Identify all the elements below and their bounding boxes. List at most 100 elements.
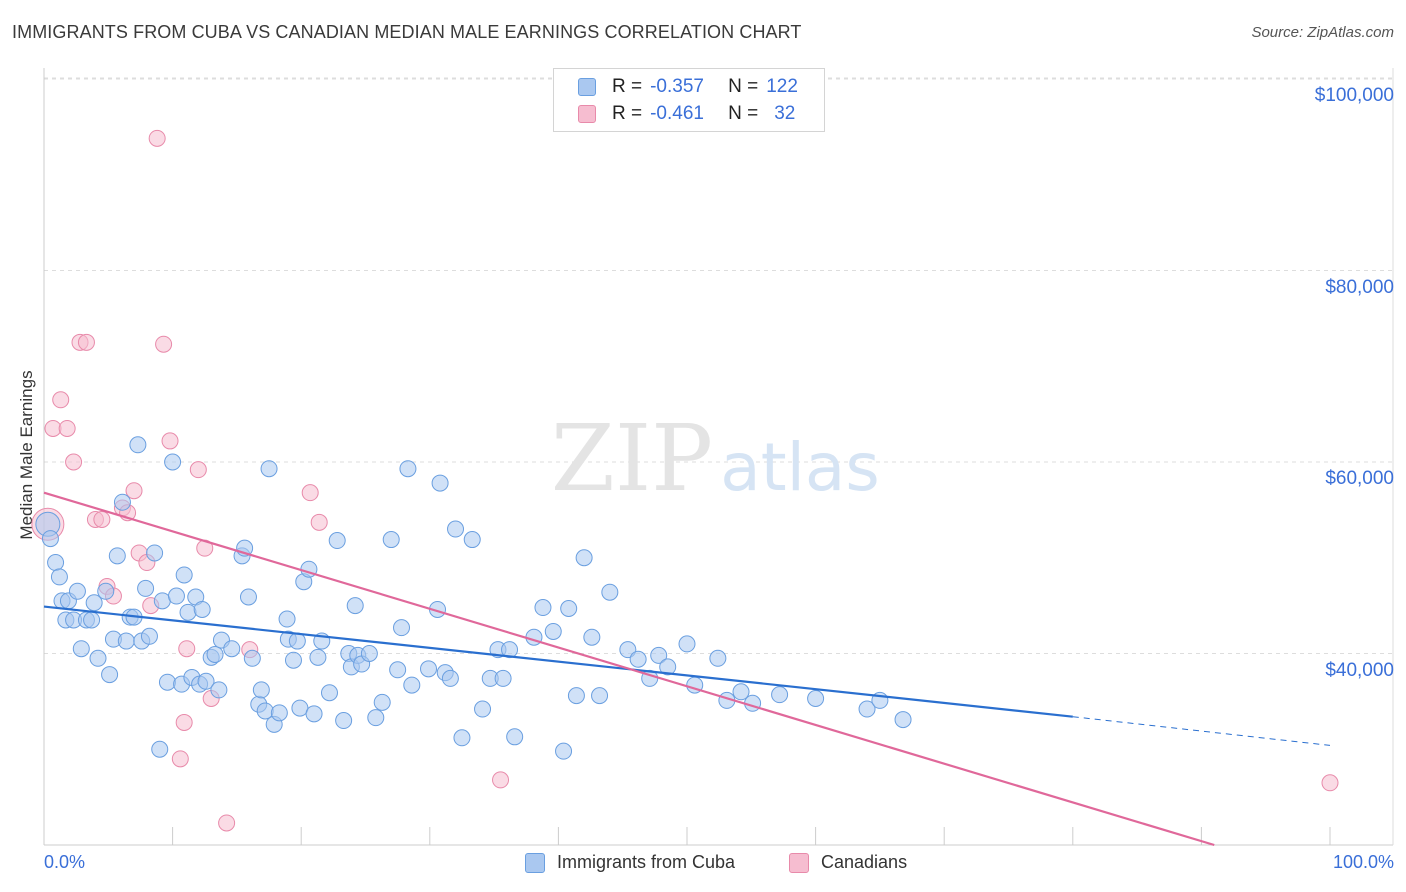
cuba-point [403,676,421,694]
correlation-legend: R = -0.357 N = 122 R = -0.461 N = 32 [553,68,825,132]
x-tick-label-max: 100.0% [1332,852,1394,872]
cuba-point [382,531,400,549]
cuba-point [575,549,593,567]
cuba-point [894,711,912,729]
cuba-point [197,672,215,690]
cuba-point [447,520,465,538]
watermark-atlas: atlas [720,429,880,506]
legend-label-cuba: Immigrants from Cuba [557,852,736,872]
n-value: 122 [766,76,798,97]
r-value: -0.357 [650,76,704,97]
canadians-point [310,513,328,531]
cuba-point [807,690,825,708]
cuba-point [89,649,107,667]
n-label: N = [728,103,759,124]
canadians-point [93,510,111,528]
cuba-point [243,649,261,667]
cuba-point [583,628,601,646]
canadians-point [148,129,166,147]
cuba-point [431,474,449,492]
canadians-point [1321,774,1339,792]
cuba-point [288,632,306,650]
y-tick-label: $60,000 [1325,468,1394,489]
cuba-point [291,699,309,717]
axis-layer [43,68,1394,846]
cuba-point [278,610,296,628]
cuba-point [373,693,391,711]
y-tick-label: $40,000 [1325,659,1394,681]
canadians-point [301,484,319,502]
cuba-point [41,530,59,548]
cuba-point [47,554,65,572]
canadians-point [44,419,62,437]
legend-item-canadians[interactable]: Canadians [789,852,907,873]
source-label: Source: ZipAtlas.com [1251,24,1394,41]
cuba-point [494,669,512,687]
cuba-point [629,650,647,668]
cuba-point [284,651,302,669]
legend-item-cuba[interactable]: Immigrants from Cuba [525,852,735,873]
n-value: 32 [774,103,796,124]
y-tick-label: $80,000 [1325,276,1394,298]
cuba-trend-line [43,605,1073,718]
y-tick-label: $100,000 [1314,85,1394,106]
cuba-point [129,436,147,454]
cuba-swatch [525,852,545,873]
cuba-point [678,635,696,653]
canadians-point [171,750,189,768]
cuba-point [453,729,471,747]
cuba-point [167,587,185,605]
cuba-point [659,658,677,676]
canadians-point [125,482,143,500]
cuba-point [146,544,164,562]
cuba-point [601,583,619,601]
canadians-point [175,713,193,731]
cuba-trend-extension [1072,716,1331,746]
cuba-point [223,640,241,658]
cuba-point [179,603,197,621]
cuba-swatch [578,78,596,96]
cuba-point [506,728,524,746]
watermark: ZIP atlas [551,405,880,512]
cuba-point [252,681,270,699]
cuba-point [393,619,411,637]
cuba-point [206,645,224,663]
canadians-point [218,814,236,832]
cuba-point [534,599,552,617]
cuba-point [113,493,131,511]
cuba-point [771,686,789,704]
cuba-point [399,460,417,478]
canadians-point [65,453,83,471]
cuba-point [85,594,103,612]
cuba-point [441,669,459,687]
canadians-point [178,640,196,658]
canadians-swatch [578,105,596,123]
cuba-point [389,661,407,679]
grid-layer [44,77,1393,654]
cuba-point [567,687,585,705]
cuba-point [140,627,158,645]
watermark-zip: ZIP [551,405,713,512]
r-label: R = [612,103,643,124]
cuba-point [117,632,135,650]
n-label: N = [728,76,759,97]
cuba-point [309,648,327,666]
cuba-point [305,705,323,723]
cuba-point [328,532,346,550]
legend-label-canadians: Canadians [821,852,908,872]
canadians-point [77,333,95,351]
cuba-point [210,681,228,699]
cuba-point [360,645,378,662]
cuba-point [260,460,278,478]
cuba-point [50,568,68,586]
cuba-point [420,660,438,678]
cuba-point [560,599,578,617]
cuba-point [555,742,573,760]
x-tick-label-min: 0.0% [44,852,86,872]
cuba-point [367,709,385,727]
legend-row-cuba: R = -0.357 N = 122 [578,75,798,99]
canadians-point [189,461,207,479]
cuba-point [83,611,101,629]
cuba-point [153,592,171,610]
